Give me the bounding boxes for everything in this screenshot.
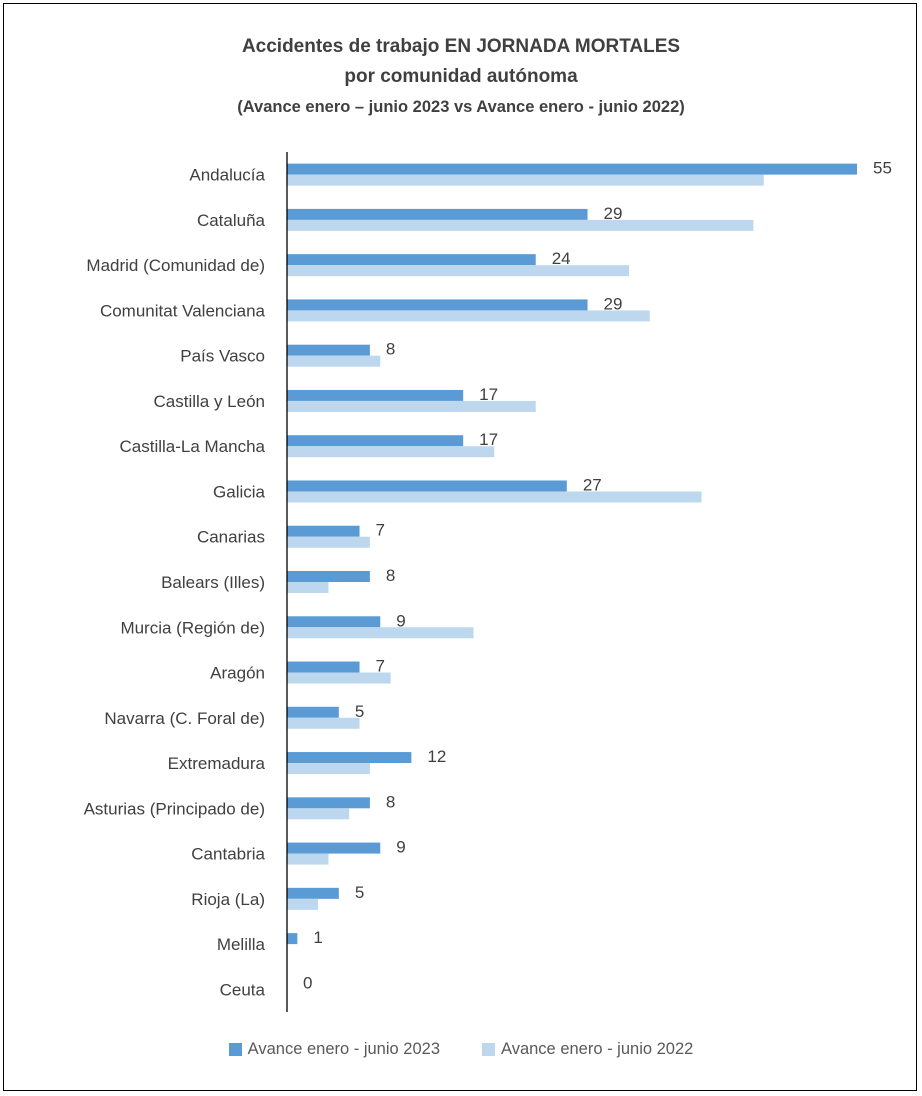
data-label: 8 [386,340,395,359]
bar-2023 [287,163,857,175]
category-label: Galicia [213,482,266,501]
category-label: Rioja (La) [191,890,265,909]
category-label: Asturias (Principado de) [84,799,265,818]
data-label: 12 [427,747,446,766]
bar-2022 [287,627,474,639]
bar-2022 [287,219,754,231]
data-label: 29 [604,204,623,223]
bar-2023 [287,887,339,899]
legend-item-2023: Avance enero - junio 2023 [228,1040,440,1059]
bar-2022 [287,672,391,684]
category-label: Canarias [197,528,265,547]
bar-2022 [287,446,495,458]
category-label: Madrid (Comunidad de) [86,256,265,275]
category-label: País Vasco [180,347,265,366]
data-label: 8 [386,792,395,811]
category-label: Extremadura [168,754,266,773]
data-label: 17 [479,430,498,449]
category-label: Ceuta [220,980,266,999]
category-label: Castilla-La Mancha [119,437,265,456]
data-label: 29 [604,294,623,313]
legend-item-2022: Avance enero - junio 2022 [482,1040,693,1059]
category-label: Navarra (C. Foral de) [104,709,265,728]
data-label: 1 [313,928,322,947]
data-label: 9 [396,611,405,630]
category-label: Andalucía [189,166,265,185]
chart-title: Accidentes de trabajo EN JORNADA MORTALE… [241,36,681,57]
data-label: 7 [376,521,385,540]
chart-subtitle-period: (Avance enero – junio 2023 vs Avance ene… [237,98,685,116]
category-label: Murcia (Región de) [120,618,265,637]
bar-2022 [287,491,702,503]
bar-2022 [287,265,629,277]
legend-swatch-2022 [482,1043,495,1056]
bar-2023 [287,706,339,718]
bar-2022 [287,355,381,367]
category-label: Comunitat Valenciana [100,301,266,320]
legend-swatch-2023 [228,1043,242,1056]
bar-2023 [287,933,298,945]
bar-2023 [287,752,412,764]
chart-subtitle: por comunidad autónoma [344,66,578,87]
data-label: 5 [355,702,364,721]
category-label: Melilla [217,935,266,954]
bar-2023 [287,842,381,854]
bar-2023 [287,344,370,356]
category-label: Aragón [210,664,265,683]
legend: Avance enero - junio 2023 Avance enero -… [0,1040,922,1059]
data-label: 17 [479,385,498,404]
legend-label-2022: Avance enero - junio 2022 [501,1040,694,1058]
bar-2022 [287,174,764,186]
data-label: 0 [303,973,312,992]
bar-2023 [287,480,567,492]
bar-2022 [287,898,319,910]
legend-label-2023: Avance enero - junio 2023 [247,1040,440,1058]
bar-2023 [287,389,464,401]
bar-2023 [287,797,370,809]
category-label: Balears (Illes) [161,573,265,592]
bar-2022 [287,717,360,729]
data-label: 7 [376,657,385,676]
data-label: 55 [873,159,892,178]
bar-2022 [287,310,650,322]
bar-2022 [287,763,370,775]
data-label: 27 [583,475,602,494]
bar-2022 [287,853,329,865]
bar-2023 [287,571,370,582]
bar-2023 [287,208,588,220]
chart-titles: Accidentes de trabajo EN JORNADA MORTALE… [4,32,918,122]
category-label: Cantabria [191,845,265,864]
data-label: 8 [386,566,395,585]
bar-2023 [287,525,360,537]
bar-2023 [287,435,464,447]
bar-2022 [287,808,350,820]
bar-2022 [287,400,536,412]
bar-2023 [287,661,360,673]
category-label: Castilla y León [153,392,265,411]
bar-2023 [287,616,381,628]
bar-2023 [287,299,588,311]
bar-2022 [287,582,329,593]
bar-2022 [287,536,370,548]
category-label: Cataluña [197,211,266,230]
data-label: 9 [396,838,405,857]
bar-2023 [287,254,536,266]
data-label: 5 [355,883,364,902]
data-label: 24 [552,249,571,268]
